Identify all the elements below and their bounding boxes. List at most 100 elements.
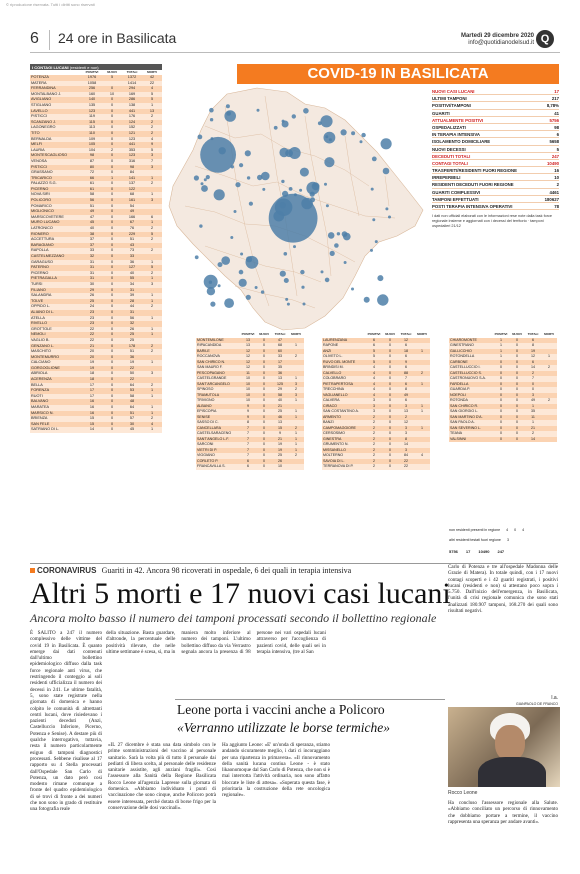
table-cell: 152	[128, 125, 136, 130]
table-cell: 0	[516, 381, 518, 386]
municipality-bubble	[301, 197, 313, 210]
municipality-bubble	[221, 256, 230, 265]
table-cell: 18	[89, 377, 95, 382]
table-row: LAURIA 104 2 353 5	[30, 147, 162, 154]
table-cell: 0	[110, 343, 114, 348]
table-cell: 0	[500, 359, 502, 364]
table-row: SALANDRA 26 0 39 1	[30, 293, 162, 299]
table-row: GINESTRANO 1 0 8	[449, 343, 557, 349]
table-cell: 9	[247, 403, 249, 408]
summary-value: 17	[554, 89, 559, 94]
table-row: SAN PAOLO A. 0 0 1	[449, 420, 557, 426]
table-cell: 2	[548, 398, 550, 402]
table-row: PIETRAGALLA 31 0 55 1	[30, 276, 162, 282]
municipality-name: ALIANO DI L.	[31, 309, 55, 314]
municipality-name: TRAMUTOLA	[197, 392, 220, 397]
table-row: MOLTERNO 2 0 84 4	[322, 453, 430, 459]
municipality-bubble	[351, 287, 354, 291]
table-cell: 0	[500, 392, 502, 397]
total-deaths: 247	[497, 549, 505, 554]
table-cell: 10	[246, 392, 250, 397]
municipality-bubble	[320, 270, 324, 274]
table-cell: 22	[404, 458, 408, 463]
table-cell: 0	[389, 365, 391, 369]
table3-body: LAURENZANA 6 0 12 RAPONE 6 0 6 ANZI 5 0 18 1 OLIVETO …	[322, 337, 430, 470]
table-cell: 115	[88, 119, 96, 124]
table-cell: 1	[295, 442, 297, 446]
table-cell: 140	[88, 97, 96, 102]
table-cell: 37	[89, 237, 95, 242]
table-cell: 0	[110, 293, 114, 298]
municipality-bubble	[324, 157, 335, 168]
contagi-table-body: POTENZA 1976 5 1372 42 MATERA 1058 1414 22 FERRAN…	[30, 75, 162, 433]
table-row: SAN CHIRICO R. 0 0 1	[449, 403, 557, 409]
table-cell: 8	[247, 420, 249, 424]
table-cell: 1	[421, 409, 423, 413]
table-cell: 353	[128, 147, 136, 152]
municipality-name: CASTRONUOVO S.A.	[450, 376, 486, 380]
table-row: ACERENZA 18 0 22	[30, 377, 162, 383]
table-cell: 441	[128, 142, 136, 147]
table-cell: 0	[516, 387, 518, 391]
municipality-name: GINESTRA	[323, 436, 342, 441]
municipality-name: SARCONI	[197, 442, 214, 446]
municipality-bubble	[244, 150, 251, 157]
table-row: MONTEMURRO 20 0 36	[30, 354, 162, 361]
table-row: CALVERA 3 0 6	[322, 398, 430, 404]
total-new: 17	[465, 549, 471, 554]
table-cell: 10	[278, 464, 282, 468]
table-cell: 6	[532, 359, 534, 364]
municipality-bubble	[361, 132, 366, 138]
table-cell: 113	[88, 125, 96, 130]
municipality-name: GROTTOLE	[31, 326, 52, 331]
table-cell: 7	[532, 376, 534, 380]
table-cell: 53	[129, 388, 135, 393]
table-cell: 3	[150, 198, 154, 203]
table-cell: 0	[110, 427, 114, 432]
summary-row: POSTI TERAPIA INTENSIVA OPERATIVI 78	[432, 203, 559, 211]
summary-row: NUOVI DECESSI 5	[432, 146, 559, 153]
municipality-name: AVIGLIANO	[31, 97, 52, 102]
table-cell: 5	[150, 231, 154, 236]
municipality-name: GALLICCHIO	[450, 348, 472, 353]
table-row: GRASSANO 72 0 84	[30, 170, 162, 176]
table-cell: 14	[89, 427, 95, 432]
municipality-name: FILIANO	[31, 287, 46, 292]
table-row: PICERNO 31 0 40 2	[30, 270, 162, 277]
table-cell: 25	[278, 453, 282, 457]
municipality-bubble	[257, 174, 263, 181]
table-cell: 3	[150, 371, 154, 376]
col-header: TOTALI	[126, 70, 138, 74]
table-cell: 0	[516, 436, 518, 441]
table-cell: 3	[405, 447, 407, 452]
table-cell: 256	[88, 86, 96, 91]
municipality-bubble	[334, 243, 339, 248]
col-header: NUOVI	[259, 332, 269, 336]
contagi-title-note: (residenti e non)	[69, 65, 99, 70]
table-cell: 0	[110, 321, 114, 326]
table-cell: 1	[500, 354, 502, 358]
table-cell: 0	[500, 387, 502, 391]
table-cell: 0	[110, 377, 114, 382]
municipality-bubble	[286, 302, 290, 306]
municipality-bubble	[217, 284, 221, 288]
table-cell: 0	[500, 414, 502, 419]
contagi-table: I CONTAGI LUCANI (residenti e non) POSIT…	[30, 64, 162, 433]
municipality-name: MONTEMILONE	[197, 337, 224, 342]
summary-rows: NUOVI CASI LUCANI 17 ULTIMI TAMPONI 217 POSI…	[432, 88, 559, 211]
map-bubbles	[193, 104, 392, 308]
municipality-name: MOLTERNO	[323, 453, 344, 457]
issue-date: Martedì 29 dicembre 2020	[460, 33, 534, 39]
table-cell: 0	[110, 170, 114, 175]
contact-email: info@quotidianodelsud.it	[468, 40, 534, 46]
table-cell: 2	[150, 119, 154, 124]
article1-column-3	[332, 630, 442, 698]
municipality-bubble	[199, 224, 203, 228]
municipality-bubble	[281, 179, 285, 184]
table-cell: 12	[404, 337, 408, 342]
table-cell: 76	[129, 226, 135, 231]
table-cell: 110	[88, 130, 96, 135]
table-cell: 5	[150, 147, 154, 152]
municipality-bubble	[382, 167, 390, 175]
table-cell: 88	[404, 370, 408, 375]
